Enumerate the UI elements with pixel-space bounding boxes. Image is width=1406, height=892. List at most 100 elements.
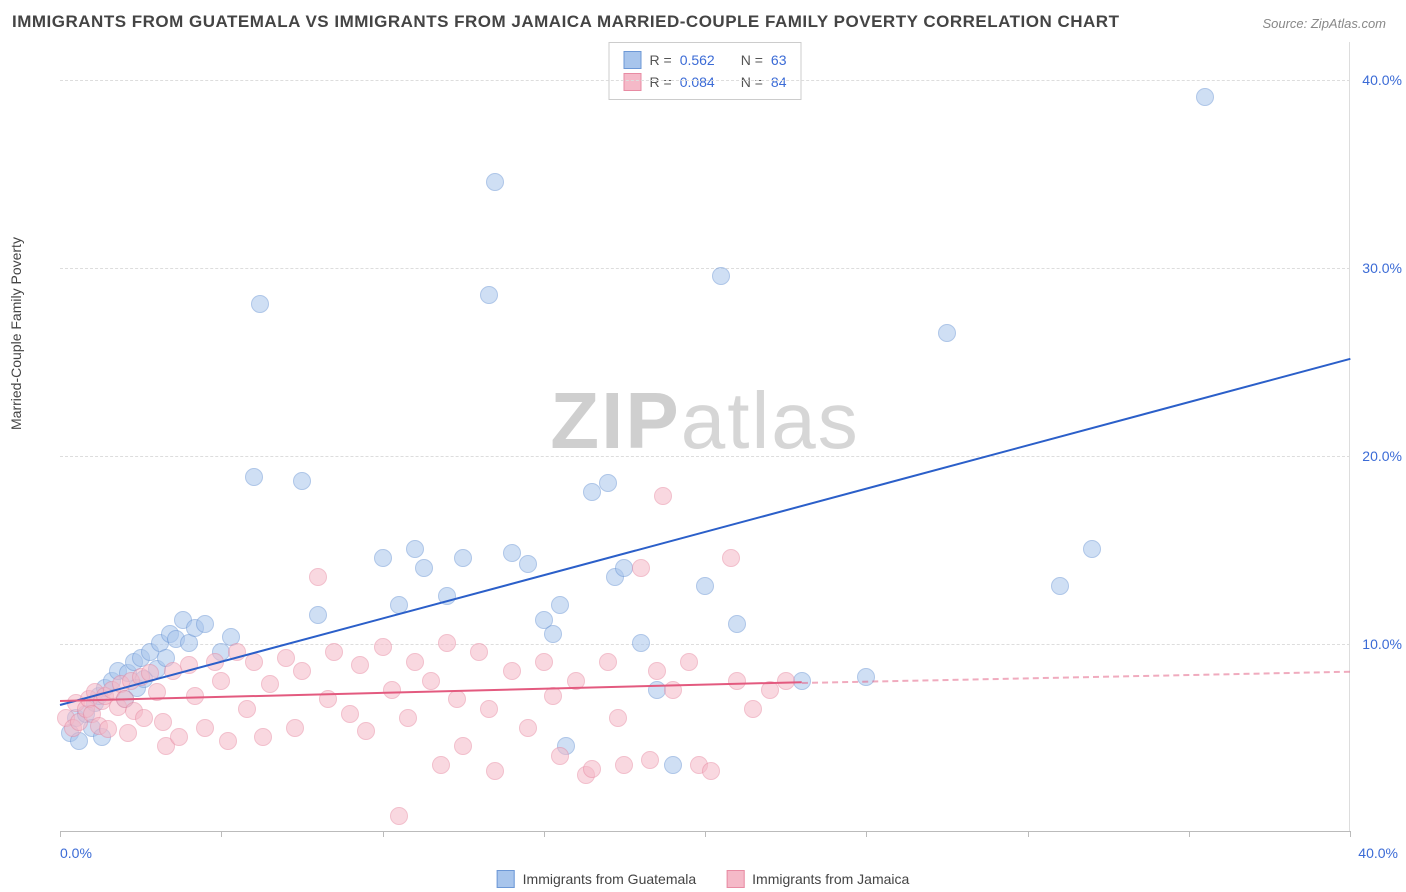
scatter-point <box>119 724 137 742</box>
chart-title: IMMIGRANTS FROM GUATEMALA VS IMMIGRANTS … <box>12 12 1119 32</box>
scatter-point <box>135 709 153 727</box>
scatter-point <box>641 751 659 769</box>
x-tick-end: 40.0% <box>1358 845 1398 861</box>
scatter-point <box>480 286 498 304</box>
y-tick-label: 40.0% <box>1362 72 1402 88</box>
bottom-legend-guatemala: Immigrants from Guatemala <box>497 870 697 888</box>
scatter-point <box>696 577 714 595</box>
scatter-point <box>374 638 392 656</box>
scatter-point <box>599 653 617 671</box>
legend-n-guatemala: 63 <box>771 52 787 68</box>
scatter-point <box>154 713 172 731</box>
scatter-point <box>632 559 650 577</box>
y-tick-label: 30.0% <box>1362 260 1402 276</box>
scatter-point <box>680 653 698 671</box>
trendline-dashed <box>802 670 1350 683</box>
scatter-point <box>309 568 327 586</box>
x-tick <box>544 831 545 837</box>
scatter-point <box>390 807 408 825</box>
scatter-point <box>551 747 569 765</box>
legend-n-label: N = <box>741 52 763 68</box>
watermark-atlas: atlas <box>681 376 860 465</box>
legend-r-jamaica: 0.084 <box>680 74 715 90</box>
scatter-point <box>938 324 956 342</box>
scatter-point <box>251 295 269 313</box>
gridline <box>60 456 1350 457</box>
scatter-point <box>196 719 214 737</box>
scatter-point <box>702 762 720 780</box>
scatter-point <box>309 606 327 624</box>
scatter-point <box>286 719 304 737</box>
legend-row-guatemala: R = 0.562 N = 63 <box>624 49 787 71</box>
scatter-point <box>261 675 279 693</box>
scatter-point <box>551 596 569 614</box>
scatter-point <box>383 681 401 699</box>
scatter-point <box>406 653 424 671</box>
scatter-point <box>615 756 633 774</box>
y-tick-label: 20.0% <box>1362 448 1402 464</box>
bottom-legend-jamaica: Immigrants from Jamaica <box>726 870 909 888</box>
scatter-point <box>196 615 214 633</box>
scatter-point <box>486 173 504 191</box>
scatter-point <box>609 709 627 727</box>
scatter-point <box>583 760 601 778</box>
x-tick <box>1350 831 1351 837</box>
scatter-point <box>728 615 746 633</box>
scatter-point <box>544 625 562 643</box>
scatter-point <box>406 540 424 558</box>
x-tick <box>1189 831 1190 837</box>
scatter-point <box>351 656 369 674</box>
scatter-point <box>293 662 311 680</box>
scatter-point <box>325 643 343 661</box>
scatter-point <box>357 722 375 740</box>
scatter-point <box>277 649 295 667</box>
plot-right-border <box>1349 42 1350 831</box>
x-tick-start: 0.0% <box>60 845 92 861</box>
source-label: Source: ZipAtlas.com <box>1262 16 1386 31</box>
scatter-point <box>519 555 537 573</box>
scatter-point <box>238 700 256 718</box>
gridline <box>60 644 1350 645</box>
legend-r-guatemala: 0.562 <box>680 52 715 68</box>
trendline <box>60 358 1351 706</box>
scatter-point <box>632 634 650 652</box>
scatter-point <box>1196 88 1214 106</box>
scatter-point <box>648 662 666 680</box>
scatter-point <box>728 672 746 690</box>
scatter-point <box>480 700 498 718</box>
scatter-point <box>99 720 117 738</box>
scatter-point <box>438 634 456 652</box>
scatter-point <box>654 487 672 505</box>
scatter-point <box>712 267 730 285</box>
scatter-point <box>293 472 311 490</box>
scatter-point <box>399 709 417 727</box>
x-tick <box>221 831 222 837</box>
bottom-legend-jamaica-label: Immigrants from Jamaica <box>752 871 909 887</box>
scatter-point <box>583 483 601 501</box>
legend-swatch-guatemala <box>624 51 642 69</box>
scatter-point <box>1083 540 1101 558</box>
y-axis-label: Married-Couple Family Poverty <box>8 237 24 430</box>
legend-r-label: R = <box>650 52 672 68</box>
scatter-point <box>857 668 875 686</box>
scatter-point <box>535 653 553 671</box>
scatter-point <box>454 737 472 755</box>
watermark: ZIPatlas <box>550 375 859 467</box>
scatter-point <box>503 662 521 680</box>
scatter-point <box>254 728 272 746</box>
correlation-legend-box: R = 0.562 N = 63 R = 0.084 N = 84 <box>609 42 802 100</box>
scatter-point <box>664 756 682 774</box>
bottom-legend: Immigrants from Guatemala Immigrants fro… <box>497 870 910 888</box>
gridline <box>60 80 1350 81</box>
scatter-point <box>454 549 472 567</box>
bottom-legend-guatemala-label: Immigrants from Guatemala <box>523 871 697 887</box>
scatter-point <box>722 549 740 567</box>
chart-container: IMMIGRANTS FROM GUATEMALA VS IMMIGRANTS … <box>0 0 1406 892</box>
scatter-point <box>219 732 237 750</box>
legend-n-label: N = <box>741 74 763 90</box>
x-tick <box>383 831 384 837</box>
scatter-point <box>486 762 504 780</box>
scatter-point <box>432 756 450 774</box>
scatter-point <box>503 544 521 562</box>
x-tick <box>60 831 61 837</box>
